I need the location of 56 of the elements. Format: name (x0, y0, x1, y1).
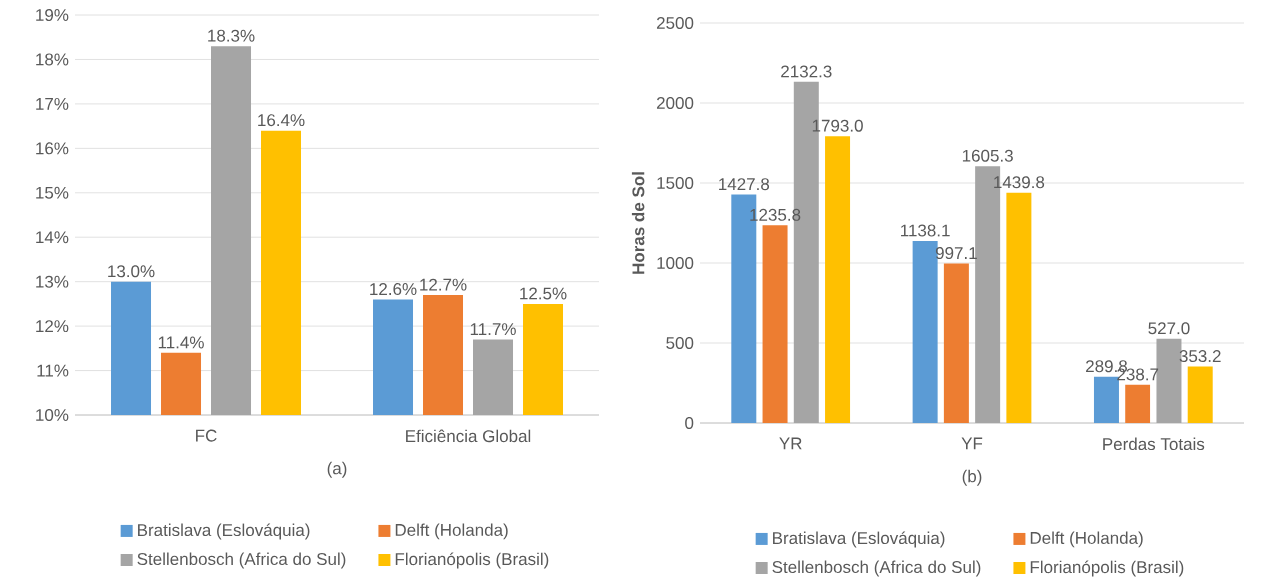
x-tick-label: YF (961, 437, 983, 450)
y-tick-label: 16% (36, 142, 69, 155)
y-tick-label: 17% (36, 97, 69, 110)
legend-label: Bratislava (Eslováquia) (773, 531, 945, 548)
data-label: 2132.3 (781, 65, 832, 78)
data-label: 16.4% (258, 114, 305, 127)
legend-label: Stellenbosch (Africa do Sul) (137, 552, 346, 569)
bar (912, 240, 938, 423)
bar (762, 225, 788, 423)
y-tick-label: 12% (36, 320, 69, 333)
data-label: 527.0 (1148, 322, 1190, 335)
data-label: 13.0% (108, 265, 155, 278)
data-label: 11.7% (470, 323, 516, 336)
legend-label: Florianópolis (Brasil) (1030, 560, 1184, 577)
data-label: 353.2 (1179, 350, 1221, 363)
y-tick-label: 1000 (657, 257, 694, 270)
legend-label: Stellenbosch (Africa do Sul) (772, 560, 981, 577)
bar (1006, 192, 1032, 423)
data-label: 12.6% (370, 283, 417, 296)
y-tick-label: 2000 (656, 97, 694, 110)
y-tick-label: 19% (36, 9, 69, 22)
data-label: 12.5% (520, 287, 567, 300)
bar (1093, 376, 1119, 423)
y-tick-label: 0 (685, 417, 694, 430)
x-tick-label: FC (196, 429, 217, 442)
y-tick-label: 15% (36, 186, 69, 199)
x-axis-title: (b) (962, 469, 982, 486)
y-tick-label: 500 (666, 337, 694, 350)
data-label: 12.7% (420, 278, 467, 291)
bar (943, 263, 969, 423)
x-tick-label: YR (779, 437, 802, 450)
data-label: 1427.8 (719, 178, 770, 191)
y-axis-title: Horas de Sol (631, 172, 645, 274)
y-tick-label: 2500 (656, 17, 694, 30)
bar (1187, 366, 1213, 423)
legend-label: Florianópolis (Brasil) (395, 552, 549, 569)
bar (825, 136, 851, 423)
data-label: 11.4% (158, 336, 204, 349)
legend-label: Delft (Holanda) (395, 523, 508, 540)
bar (1125, 384, 1151, 423)
y-tick-label: 13% (36, 275, 69, 288)
data-label: 1439.8 (994, 176, 1045, 189)
legend-label: Delft (Holanda) (1030, 531, 1143, 548)
y-tick-label: 14% (36, 231, 69, 244)
data-label: 1793.0 (812, 119, 863, 132)
y-tick-label: 11% (37, 364, 69, 377)
x-tick-label: Perdas Totais (1103, 437, 1205, 451)
y-tick-label: 1500 (657, 177, 694, 190)
legend-label: Bratislava (Eslováquia) (138, 523, 310, 540)
x-tick-label: Eficiência Global (406, 429, 531, 443)
data-label: 1605.3 (962, 149, 1013, 162)
data-label: 18.3% (208, 29, 255, 42)
y-tick-label: 18% (36, 53, 69, 66)
y-tick-label: 10% (36, 409, 69, 422)
x-axis-title: (a) (327, 461, 347, 478)
data-label: 1138.1 (901, 224, 950, 237)
